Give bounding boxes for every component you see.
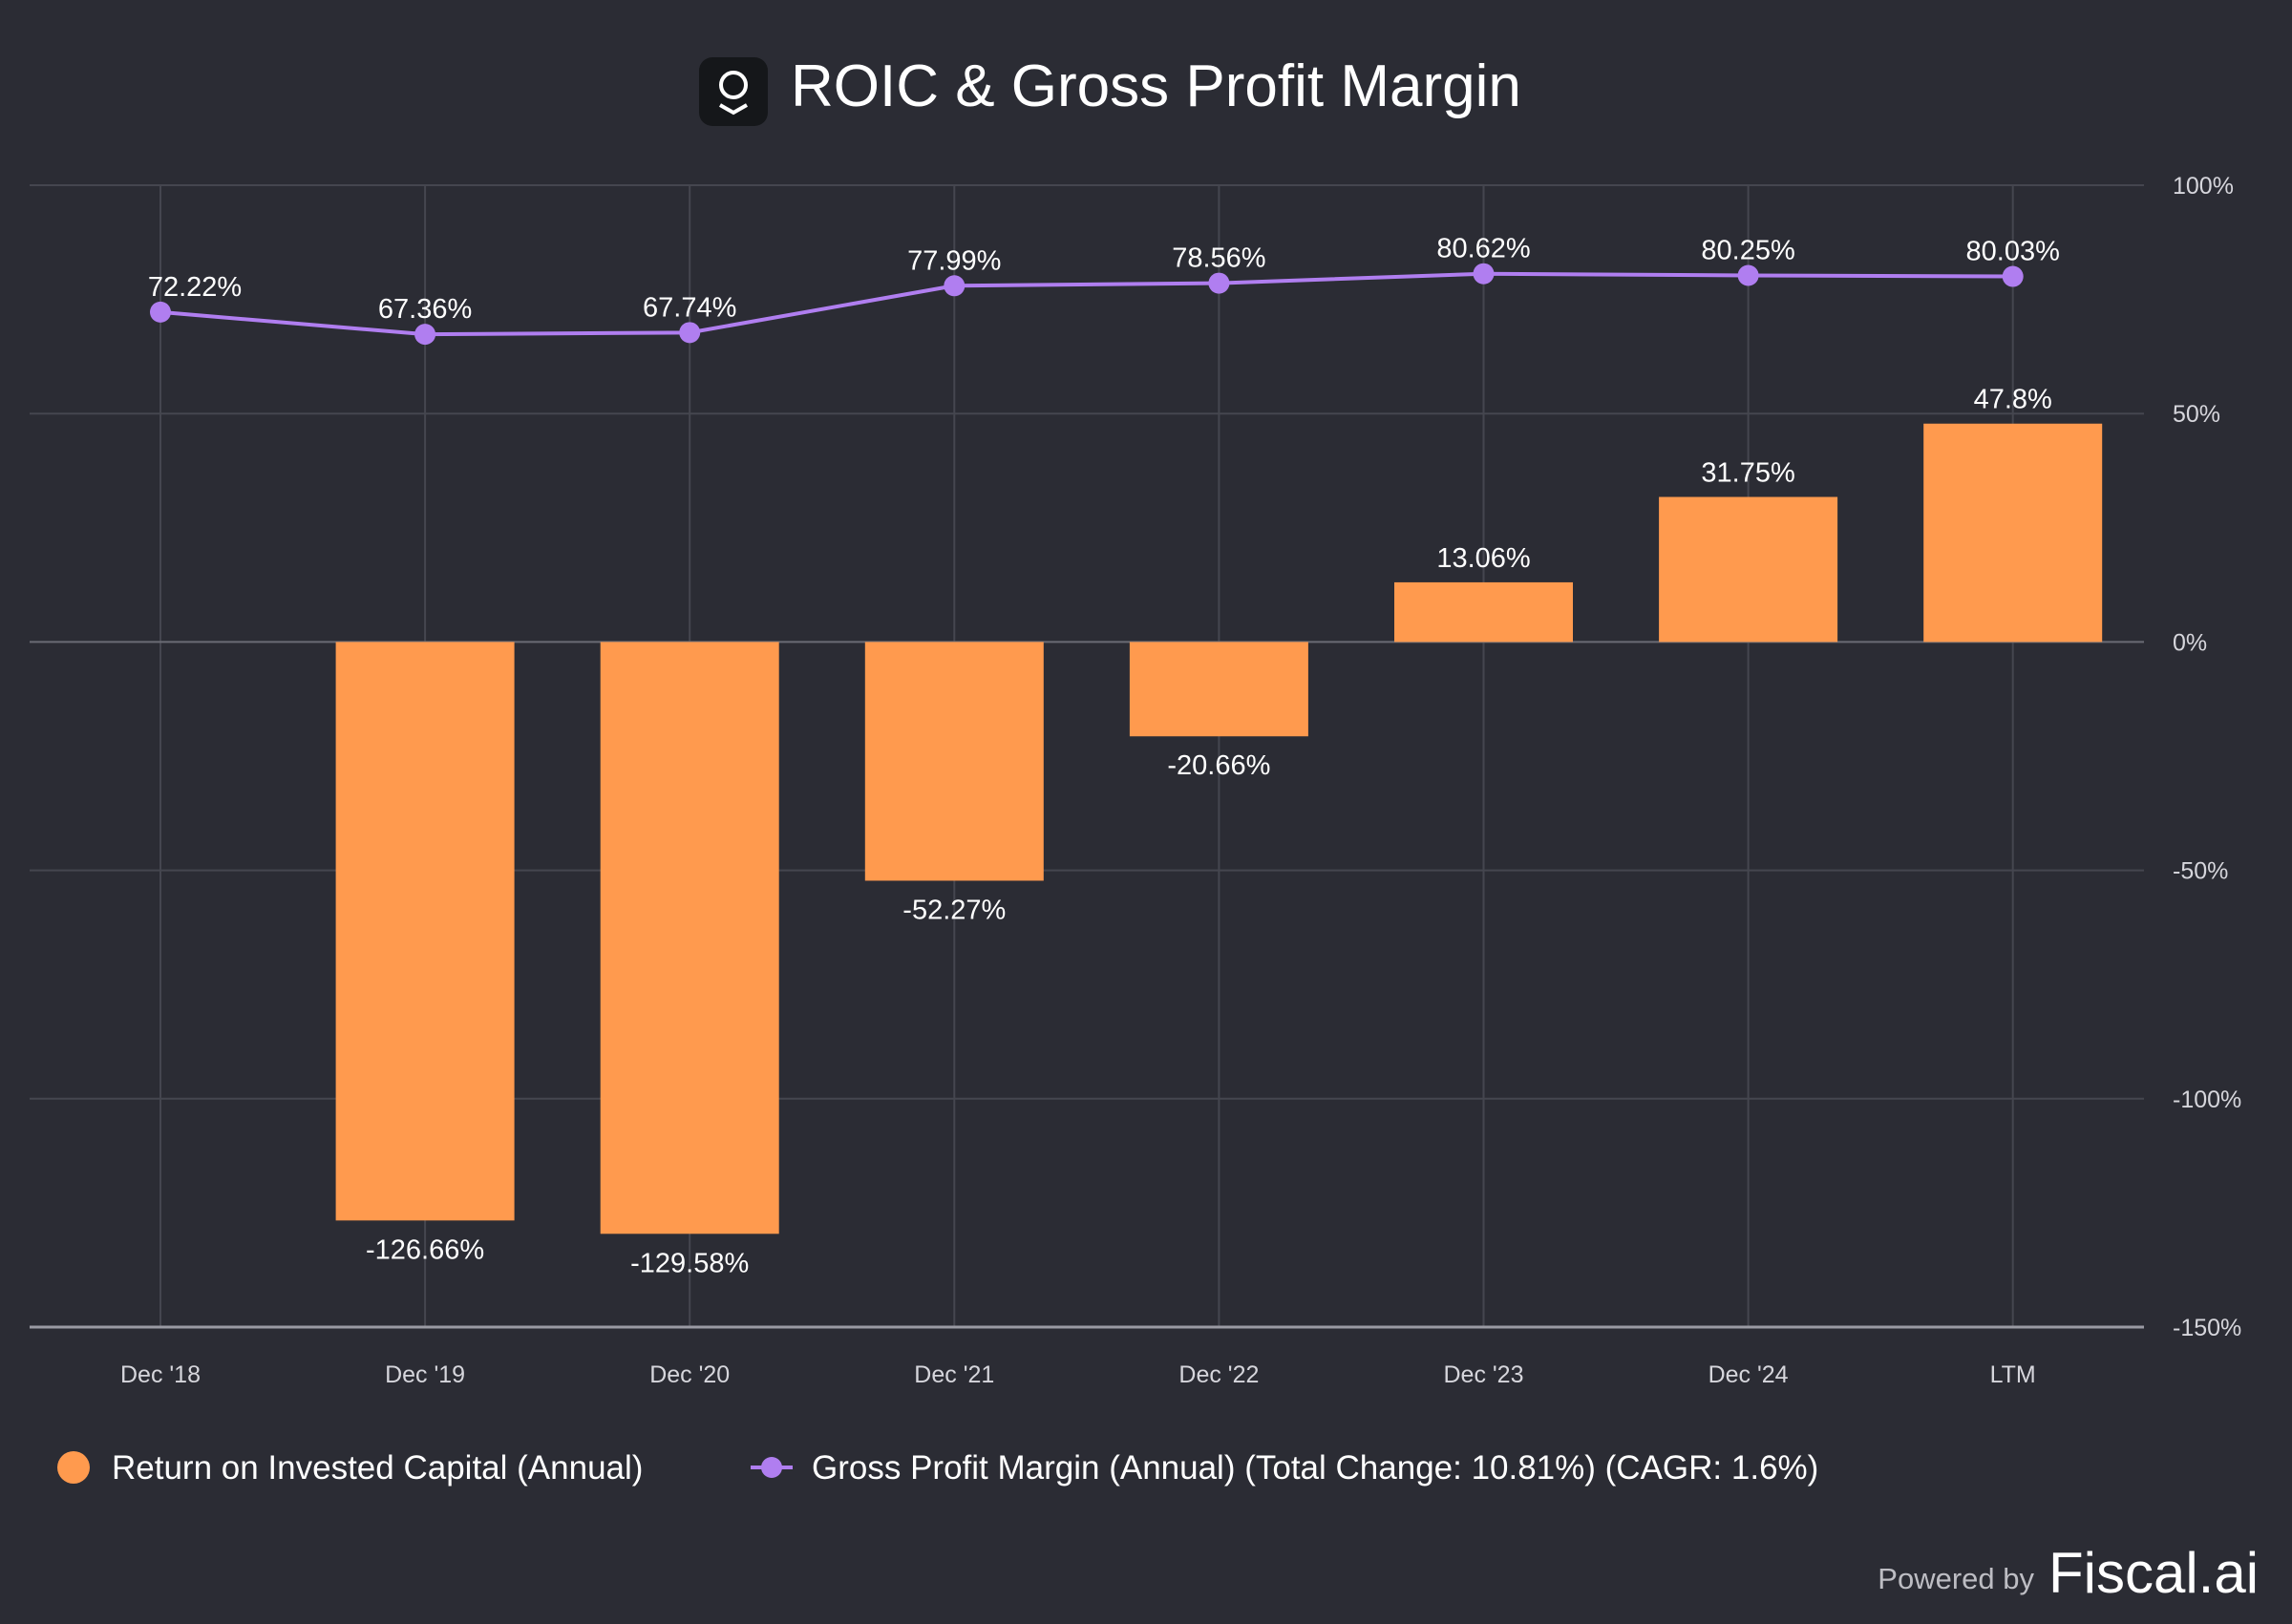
gpm-data-label: 77.99%: [907, 245, 1001, 276]
logo-chevron: [719, 103, 748, 116]
gpm-data-label: 78.56%: [1172, 243, 1265, 274]
roic-bar: [600, 642, 779, 1234]
gpm-data-label: 67.74%: [643, 292, 736, 323]
gpm-point: [2002, 265, 2024, 287]
roic-bar: [864, 642, 1044, 881]
gpm-line: [159, 271, 2013, 337]
legend-item-roic[interactable]: Return on Invested Capital (Annual): [57, 1449, 643, 1487]
roic-bar: [1659, 496, 1838, 643]
gpm-data-label: 80.03%: [1966, 237, 2060, 267]
gpm-data-label: 80.25%: [1701, 235, 1794, 265]
gpm-point: [944, 275, 966, 297]
legend-label-roic: Return on Invested Capital (Annual): [112, 1449, 643, 1487]
legend-label-gpm: Gross Profit Margin (Annual) (Total Chan…: [812, 1449, 1818, 1487]
gpm-point: [150, 301, 171, 323]
roic-bar: [1923, 423, 2103, 643]
x-tick-label: Dec '23: [1444, 1361, 1524, 1388]
legend-item-gpm[interactable]: Gross Profit Margin (Annual) (Total Chan…: [751, 1449, 1818, 1487]
x-tick-label: LTM: [1990, 1361, 2036, 1388]
roic-data-label: 47.8%: [1974, 385, 2052, 415]
line-series: [150, 263, 2024, 346]
roic-data-label: -126.66%: [366, 1234, 484, 1265]
roic-data-label: -52.27%: [902, 895, 1006, 925]
x-tick-label: Dec '20: [649, 1361, 730, 1388]
y-tick-label: -50%: [2173, 858, 2228, 885]
logo-circle: [719, 71, 748, 99]
gpm-point: [1208, 272, 1230, 294]
gpm-point: [1737, 264, 1759, 286]
gpm-data-label: 67.36%: [378, 294, 472, 325]
legend-bar-swatch: [57, 1451, 90, 1484]
footer: Powered by Fiscal.ai: [1878, 1541, 2259, 1605]
y-tick-label: 0%: [2173, 629, 2207, 656]
roic-bar: [335, 642, 515, 1221]
y-tick-label: -100%: [2173, 1086, 2241, 1113]
x-tick-label: Dec '19: [385, 1361, 465, 1388]
gpm-data-label: 80.62%: [1436, 234, 1530, 264]
gpm-point: [679, 322, 701, 344]
legend: Return on Invested Capital (Annual) Gros…: [57, 1449, 1818, 1487]
chart-title: ROIC & Gross Profit Margin: [791, 53, 1521, 119]
roic-data-label: 13.06%: [1436, 543, 1530, 574]
roic-data-label: -129.58%: [630, 1248, 749, 1278]
bars: [335, 423, 2103, 1234]
roic-bar: [1394, 581, 1573, 643]
y-tick-label: 50%: [2173, 401, 2220, 428]
x-tick-label: Dec '21: [914, 1361, 994, 1388]
x-axis: Dec '18 Dec '19 Dec '20 Dec '21 Dec '22 Dec '…: [120, 1361, 2036, 1388]
x-tick-label: Dec '24: [1708, 1361, 1789, 1388]
fiscal-ai-brand[interactable]: Fiscal.ai: [2048, 1541, 2259, 1605]
gpm-data-label: 72.22%: [148, 272, 242, 303]
gpm-point: [414, 324, 436, 346]
y-tick-label: 100%: [2173, 173, 2234, 200]
x-tick-label: Dec '22: [1178, 1361, 1259, 1388]
fiscal-ai-logo-icon: [699, 57, 768, 126]
y-tick-label: -150%: [2173, 1315, 2241, 1341]
roic-data-label: -20.66%: [1167, 750, 1270, 781]
powered-by-text: Powered by: [1878, 1562, 2034, 1595]
roic-data-label: 31.75%: [1701, 458, 1794, 489]
data-labels: -126.66% -129.58% -52.27% -20.66% 13.06% 31.7…: [148, 234, 2060, 1279]
title-group: ROIC & Gross Profit Margin: [699, 53, 1521, 126]
x-tick-label: Dec '18: [120, 1361, 201, 1388]
roic-bar: [1129, 642, 1308, 737]
legend-line-marker: [761, 1457, 782, 1478]
gpm-point: [1473, 263, 1495, 285]
